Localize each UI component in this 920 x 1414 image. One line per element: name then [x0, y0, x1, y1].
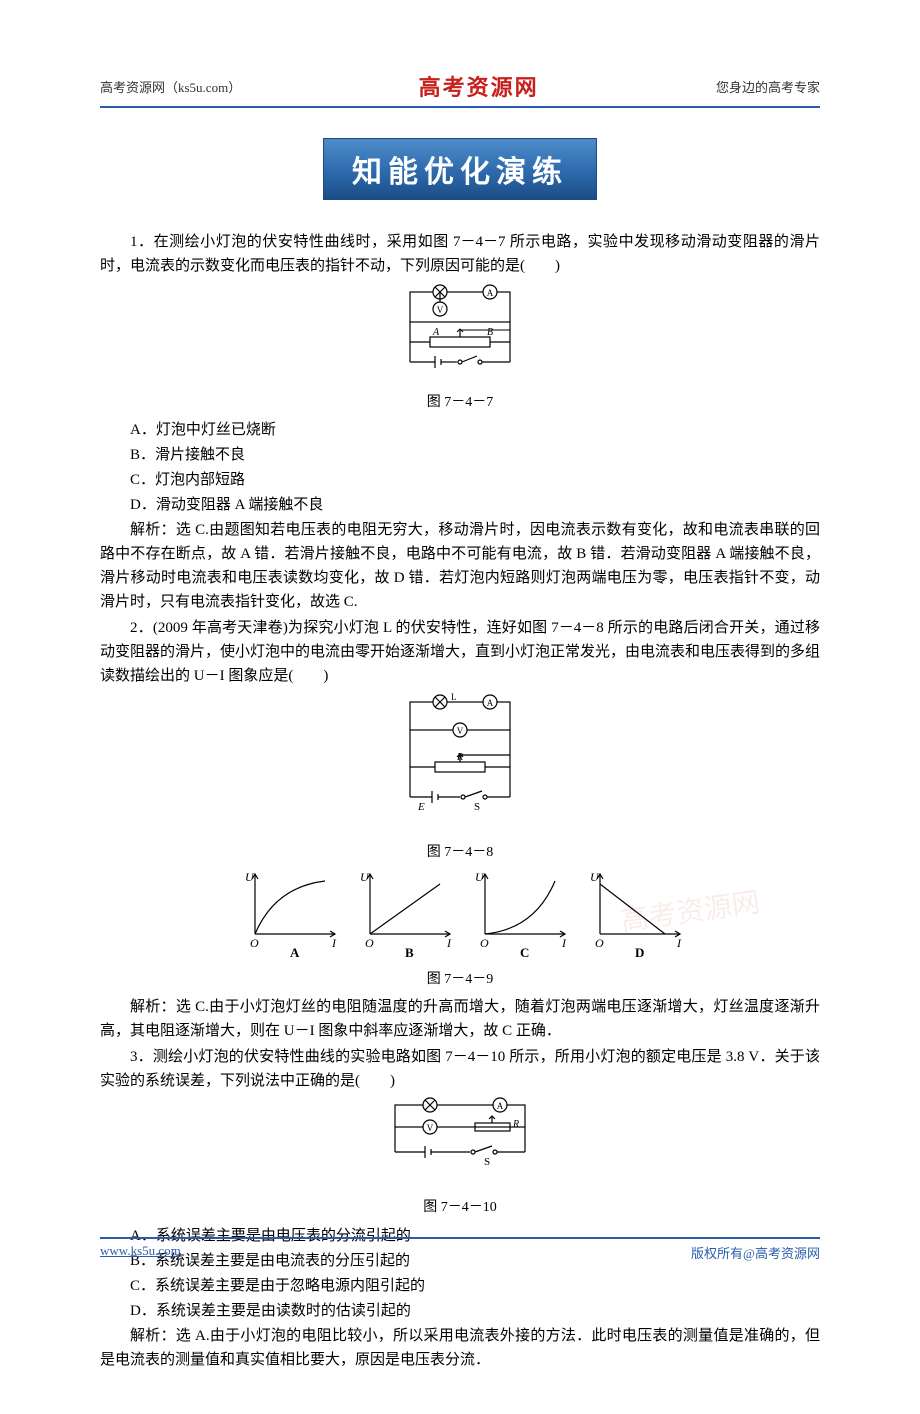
- header-right: 您身边的高考专家: [716, 77, 820, 96]
- q1-option-b: B．滑片接触不良: [100, 443, 820, 467]
- header-left: 高考资源网（ks5u.com）: [100, 77, 241, 96]
- page-header: 高考资源网（ks5u.com） 高考资源网 您身边的高考专家: [100, 70, 820, 108]
- svg-text:L: L: [451, 692, 457, 702]
- svg-text:S: S: [474, 801, 480, 813]
- svg-text:O: O: [250, 936, 259, 950]
- svg-text:A: A: [497, 1101, 504, 1111]
- title-banner: 知能优化演练: [323, 138, 597, 200]
- svg-text:I: I: [446, 936, 452, 950]
- page-footer: www.ks5u.com 版权所有@高考资源网: [100, 1237, 820, 1262]
- svg-text:D: D: [635, 945, 644, 959]
- q3-option-d: D．系统误差主要是由读数时的估读引起的: [100, 1299, 820, 1323]
- svg-text:U: U: [590, 870, 600, 884]
- header-center-brand: 高考资源网: [419, 70, 539, 102]
- svg-text:I: I: [331, 936, 337, 950]
- svg-text:C: C: [520, 945, 529, 959]
- svg-text:S: S: [484, 1156, 490, 1168]
- circuit-diagram-7-4-8: L A V R: [390, 692, 530, 832]
- svg-text:B: B: [405, 945, 414, 959]
- figure-7-4-9: U O I A U O I B: [100, 869, 820, 991]
- figure-7-4-7-caption: 图 7－4－7: [100, 392, 820, 414]
- q1-text: 1．在测绘小灯泡的伏安特性曲线时，采用如图 7－4－7 所示电路，实验中发现移动…: [100, 230, 820, 278]
- svg-text:A: A: [290, 945, 300, 959]
- svg-text:A: A: [487, 288, 494, 298]
- svg-text:U: U: [360, 870, 370, 884]
- q1-analysis: 解析：选 C.由题图知若电压表的电阻无穷大，移动滑片时，因电流表示数有变化，故和…: [100, 518, 820, 614]
- q1-option-c: C．灯泡内部短路: [100, 468, 820, 492]
- svg-text:I: I: [561, 936, 567, 950]
- figure-7-4-9-caption: 图 7－4－9: [100, 969, 820, 991]
- figure-7-4-10-caption: 图 7－4－10: [100, 1197, 820, 1219]
- svg-text:O: O: [595, 936, 604, 950]
- svg-text:U: U: [475, 870, 485, 884]
- q3-text: 3．测绘小灯泡的伏安特性曲线的实验电路如图 7－4－10 所示，所用小灯泡的额定…: [100, 1045, 820, 1093]
- q2-text: 2．(2009 年高考天津卷)为探究小灯泡 L 的伏安特性，连好如图 7－4－8…: [100, 616, 820, 688]
- footer-url: www.ks5u.com: [100, 1243, 181, 1262]
- svg-text:V: V: [427, 1123, 434, 1133]
- q1-option-d: D．滑动变阻器 A 端接触不良: [100, 493, 820, 517]
- svg-text:U: U: [245, 870, 255, 884]
- svg-text:I: I: [676, 936, 682, 950]
- svg-text:E: E: [417, 801, 425, 813]
- q3-option-c: C．系统误差主要是由于忽略电源内阻引起的: [100, 1274, 820, 1298]
- footer-copyright: 版权所有@高考资源网: [691, 1243, 820, 1262]
- svg-text:R: R: [512, 1119, 519, 1130]
- svg-text:A: A: [487, 698, 494, 708]
- circuit-diagram-7-4-7: V A A B: [395, 282, 525, 382]
- svg-text:A: A: [432, 327, 440, 338]
- svg-text:O: O: [480, 936, 489, 950]
- figure-7-4-8: L A V R: [100, 692, 820, 864]
- q1-option-a: A．灯泡中灯丝已烧断: [100, 418, 820, 442]
- figure-7-4-7: V A A B: [100, 282, 820, 414]
- figure-7-4-8-caption: 图 7－4－8: [100, 842, 820, 864]
- document-body: 1．在测绘小灯泡的伏安特性曲线时，采用如图 7－4－7 所示电路，实验中发现移动…: [100, 230, 820, 1372]
- svg-text:B: B: [487, 327, 493, 338]
- svg-text:V: V: [457, 726, 464, 736]
- svg-text:O: O: [365, 936, 374, 950]
- q3-analysis: 解析：选 A.由于小灯泡的电阻比较小，所以采用电流表外接的方法．此时电压表的测量…: [100, 1324, 820, 1372]
- ui-graphs-7-4-9: U O I A U O I B: [230, 869, 690, 959]
- figure-7-4-10: A V R S: [100, 1097, 820, 1219]
- circuit-diagram-7-4-10: A V R S: [380, 1097, 540, 1187]
- svg-text:V: V: [437, 305, 444, 315]
- q2-analysis: 解析：选 C.由于小灯泡灯丝的电阻随温度的升高而增大，随着灯泡两端电压逐渐增大，…: [100, 995, 820, 1043]
- svg-text:R: R: [456, 752, 463, 763]
